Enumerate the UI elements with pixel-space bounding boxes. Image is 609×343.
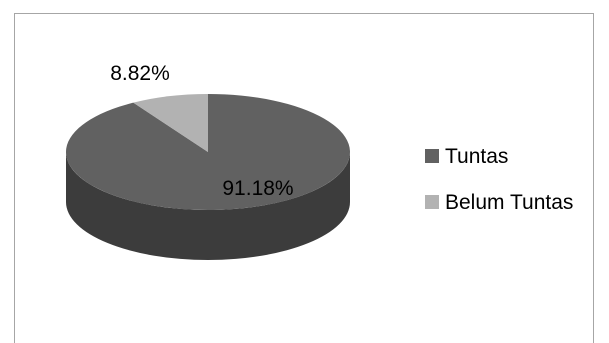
- pie-group: [65, 94, 350, 260]
- legend-swatch-tuntas: [425, 149, 439, 163]
- data-label-tuntas: 91.18%: [222, 177, 293, 200]
- data-label-belum-tuntas: 8.82%: [110, 62, 170, 85]
- legend-label-tuntas: Tuntas: [445, 145, 508, 168]
- pie-slice-side-tuntas: [66, 152, 350, 260]
- pie-slice-belum-tuntas: [133, 94, 208, 152]
- legend-label-belum-tuntas: Belum Tuntas: [445, 191, 573, 214]
- data-labels: 91.18% 8.82%: [110, 62, 293, 200]
- pie-slice-tuntas: [65, 94, 350, 210]
- legend-swatch-belum-tuntas: [425, 195, 439, 209]
- legend: Tuntas Belum Tuntas: [425, 145, 573, 214]
